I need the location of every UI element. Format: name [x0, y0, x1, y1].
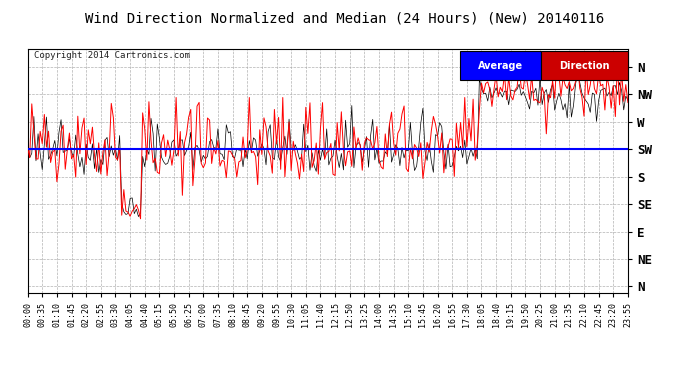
FancyBboxPatch shape: [460, 51, 541, 81]
FancyBboxPatch shape: [541, 51, 628, 81]
Text: Copyright 2014 Cartronics.com: Copyright 2014 Cartronics.com: [34, 51, 190, 60]
Text: Average: Average: [477, 61, 523, 71]
Text: Wind Direction Normalized and Median (24 Hours) (New) 20140116: Wind Direction Normalized and Median (24…: [86, 11, 604, 25]
Text: Direction: Direction: [559, 61, 610, 71]
